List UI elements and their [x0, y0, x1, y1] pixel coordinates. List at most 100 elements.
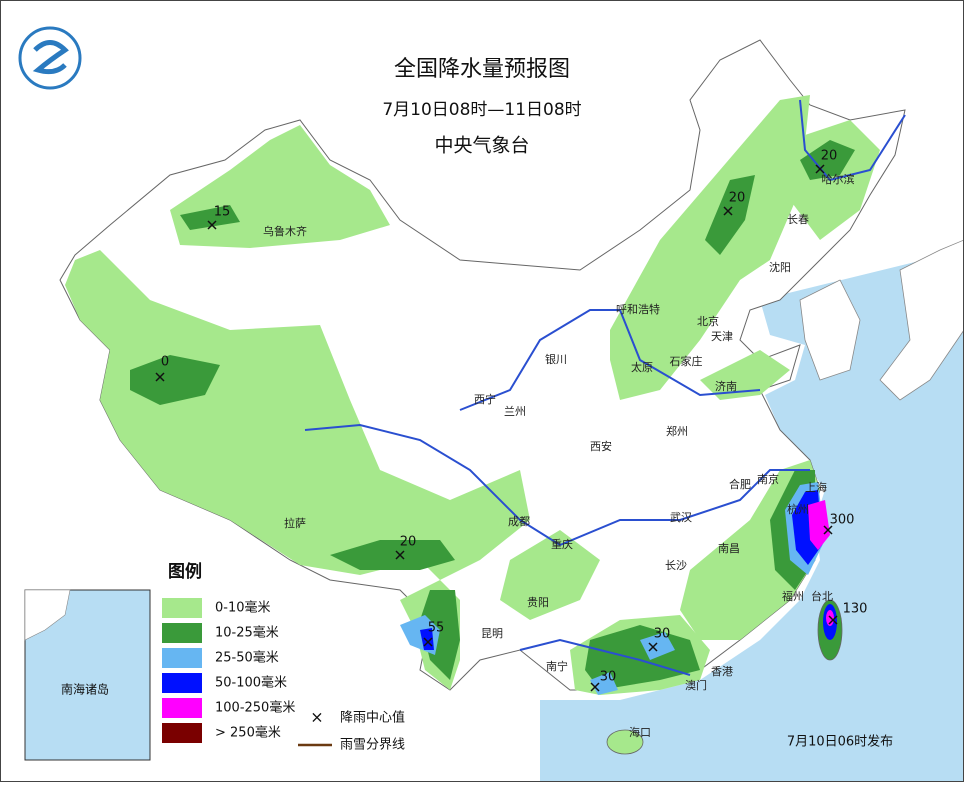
city-label: 澳门 — [685, 678, 707, 692]
city-label: 重庆 — [551, 537, 573, 551]
center-marker — [648, 642, 658, 652]
center-value: 130 — [843, 602, 868, 617]
legend-swatch — [162, 673, 202, 693]
rain-zone — [585, 625, 700, 690]
center-marker — [155, 372, 165, 382]
title: 全国降水量预报图 — [394, 57, 570, 82]
city-label: 南京 — [757, 472, 779, 486]
legend: 0-10毫米 10-25毫米 25-50毫米 50-100毫米 100-250毫米 > 2… — [162, 598, 295, 743]
land — [799, 279, 861, 381]
city-label: 合肥 — [729, 477, 751, 491]
city-label: 福州 — [782, 589, 804, 603]
city-label: 成都 — [508, 515, 530, 528]
rain-zone — [640, 632, 675, 660]
center-marker — [423, 637, 433, 647]
center-marker — [590, 682, 600, 692]
city-label: 兰州 — [504, 405, 526, 418]
city-label: 银川 — [545, 352, 567, 366]
rain-zone — [65, 250, 530, 580]
hainan — [606, 729, 644, 755]
city-label: 北京 — [697, 314, 719, 328]
issuer: 中央气象台 — [434, 135, 529, 157]
legend-label: 50-100毫米 — [215, 675, 287, 691]
inset-label: 南海诸岛 — [61, 682, 109, 697]
city-label: 郑州 — [666, 424, 688, 438]
rain-zone — [800, 140, 855, 180]
center-value: 300 — [830, 513, 855, 528]
legend-label: > 250毫米 — [215, 725, 281, 741]
legend-swatch — [162, 698, 202, 718]
boundary-label: 雨雪分界线 — [340, 738, 405, 753]
city-label: 武汉 — [670, 511, 692, 524]
center-value: 0 — [161, 355, 169, 370]
sea — [540, 250, 964, 782]
rain-zone — [420, 590, 460, 680]
rain-zone — [790, 120, 880, 240]
center-value: 30 — [654, 627, 671, 642]
rain-zone — [700, 350, 790, 400]
river — [304, 423, 810, 547]
rivers — [304, 99, 906, 676]
city-label: 呼和浩特 — [616, 302, 660, 316]
city-label: 西安 — [590, 439, 612, 453]
center-value: 55 — [428, 621, 445, 636]
center-value: 20 — [729, 191, 746, 206]
city-label: 贵阳 — [527, 596, 549, 609]
city-label: 石家庄 — [670, 354, 703, 368]
center-marker — [823, 525, 833, 535]
city-label: 天津 — [711, 330, 733, 343]
city-label: 杭州 — [787, 502, 809, 516]
river — [459, 309, 761, 411]
rain-zone — [808, 500, 830, 550]
center-value: 20 — [400, 535, 417, 550]
legend-title: 图例 — [168, 561, 202, 582]
rain-zone — [500, 530, 600, 620]
center-marker — [395, 550, 405, 560]
rain-zone — [130, 355, 220, 405]
rain-centers: 15 0 20 20 20 55 30 30 300 130 — [155, 149, 868, 692]
center-marker-label: 降雨中心值 — [340, 710, 405, 726]
city-label: 南昌 — [718, 542, 740, 555]
city-label: 台北 — [811, 589, 833, 603]
center-marker — [828, 615, 838, 625]
city-label: 海口 — [629, 725, 651, 739]
city-label: 长沙 — [665, 559, 687, 572]
city-label: 昆明 — [481, 627, 503, 640]
city-label: 拉萨 — [284, 516, 306, 530]
legend-label: 100-250毫米 — [215, 700, 295, 716]
issued: 7月10日06时发布 — [787, 734, 893, 750]
center-marker — [723, 206, 733, 216]
center-value: 20 — [821, 149, 838, 164]
city-label: 上海 — [805, 480, 827, 494]
legend-swatch — [162, 623, 202, 643]
legend-swatch — [162, 598, 202, 618]
inset-land — [24, 589, 71, 641]
legend-label: 0-10毫米 — [215, 600, 271, 616]
rain-zone — [705, 175, 755, 255]
center-marker — [815, 164, 825, 174]
legend-label: 10-25毫米 — [215, 625, 279, 641]
river — [799, 99, 906, 182]
city-label: 沈阳 — [769, 260, 791, 274]
center-marker — [207, 220, 217, 230]
city-label: 西宁 — [474, 392, 496, 406]
rain-zones-heavy — [130, 140, 855, 690]
river — [519, 638, 691, 676]
rain-zone — [330, 540, 455, 570]
city-label: 济南 — [715, 379, 737, 393]
land — [879, 239, 964, 401]
city-label: 太原 — [631, 361, 653, 374]
city-label: 哈尔滨 — [822, 172, 855, 186]
city-label: 乌鲁木齐 — [263, 224, 307, 238]
period: 7月10日08时—11日08时 — [382, 100, 581, 120]
legend-label: 25-50毫米 — [215, 650, 279, 666]
city-label: 长春 — [787, 213, 809, 226]
legend-swatch — [162, 723, 202, 743]
center-value: 15 — [214, 205, 231, 220]
center-value: 30 — [600, 670, 617, 685]
rain-zone — [180, 205, 240, 230]
city-label: 香港 — [711, 665, 733, 678]
city-label: 南宁 — [546, 659, 568, 673]
